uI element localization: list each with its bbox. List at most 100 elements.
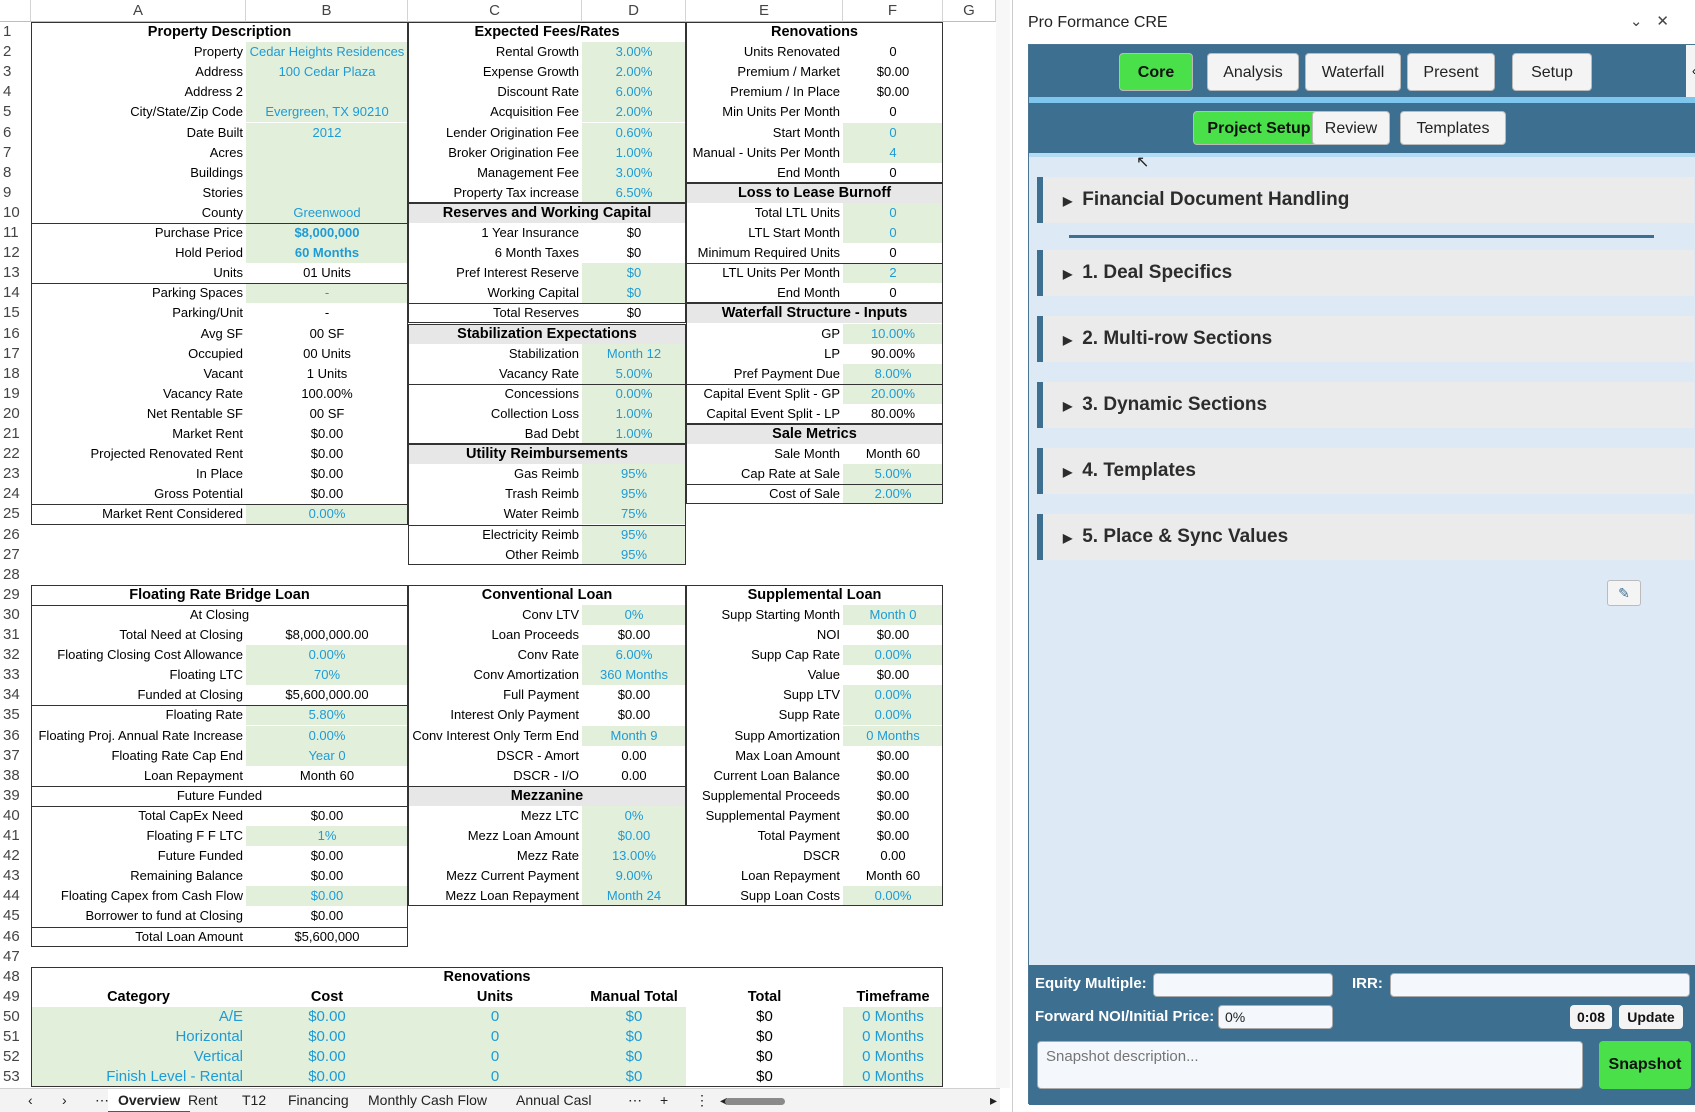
property-value[interactable]: Greenwood — [246, 202, 408, 223]
conventional-value[interactable]: 6.00% — [582, 645, 686, 666]
reno-table-title[interactable]: Renovations — [31, 966, 943, 987]
stabilization-label[interactable]: Collection Loss — [490, 405, 579, 421]
bridge-title[interactable]: Floating Rate Bridge Loan — [31, 584, 408, 605]
row-header[interactable]: 25 — [0, 504, 30, 525]
property-value[interactable] — [246, 162, 408, 183]
reno-table-cell[interactable]: $0 — [756, 1068, 773, 1086]
row-header[interactable]: 23 — [0, 464, 30, 485]
property-value[interactable]: 00 SF — [309, 405, 345, 421]
section-header[interactable]: ▶ 4. Templates — [1037, 448, 1694, 494]
supplemental-value[interactable]: 0.00% — [843, 685, 943, 706]
renovations-label[interactable]: End Month — [777, 164, 840, 180]
supplemental-value[interactable]: 0.00% — [843, 645, 943, 666]
renovations-label[interactable]: Min Units Per Month — [722, 104, 840, 120]
property-label[interactable]: Occupied — [188, 345, 243, 361]
reno-table-cell[interactable]: $0 — [582, 1067, 686, 1088]
property-label[interactable]: Projected Renovated Rent — [90, 446, 243, 462]
utility-title[interactable]: Utility Reimbursements — [408, 444, 686, 465]
utility-value[interactable]: 95% — [582, 464, 686, 485]
supplemental-value[interactable]: $0.00 — [876, 787, 910, 803]
conventional-label[interactable]: Loan Proceeds — [491, 627, 579, 642]
row-header[interactable]: 3 — [0, 62, 30, 83]
row-header[interactable]: 16 — [0, 323, 30, 344]
row-header[interactable]: 45 — [0, 906, 30, 927]
bridge-value[interactable]: $0.00 — [246, 886, 408, 907]
column-header-c[interactable]: C — [408, 0, 582, 22]
ltl-label[interactable]: Total LTL Units — [754, 204, 840, 220]
reno-table-cell[interactable]: $0.00 — [246, 1027, 408, 1047]
bridge-value[interactable]: $0.00 — [310, 868, 344, 884]
bridge-value[interactable]: 0.00% — [246, 725, 408, 746]
bridge-label[interactable]: Floating Rate Cap End — [111, 747, 243, 763]
supplemental-value[interactable]: $0.00 — [876, 667, 910, 683]
conventional-value[interactable]: 360 Months — [582, 665, 686, 686]
reno-table-cell[interactable]: $0.00 — [246, 1006, 408, 1027]
stabilization-value[interactable]: 1.00% — [582, 424, 686, 444]
property-label[interactable]: Market Rent — [172, 426, 243, 441]
sheet-tab-monthly-cash-flow[interactable]: Monthly Cash Flow — [368, 1092, 488, 1108]
reno-table-cell[interactable]: 0 — [408, 1027, 582, 1047]
renovations-value[interactable]: 0 — [843, 122, 943, 143]
stabilization-label[interactable]: Stabilization — [508, 345, 579, 361]
reno-table-cell[interactable]: $0 — [756, 1028, 773, 1045]
sale-title[interactable]: Sale Metrics — [686, 424, 943, 444]
row-header[interactable]: 17 — [0, 343, 30, 364]
supplemental-label[interactable]: Current Loan Balance — [713, 767, 840, 783]
row-header[interactable]: 33 — [0, 665, 30, 686]
bridge-value[interactable]: 70% — [246, 665, 408, 686]
subnav-tab-project-setup[interactable]: Project Setup — [1193, 111, 1325, 145]
reno-table-cell[interactable]: Vertical — [31, 1047, 246, 1068]
row-header[interactable]: 48 — [0, 966, 30, 987]
row-header[interactable]: 52 — [0, 1047, 30, 1068]
renovations-label[interactable]: Start Month — [772, 124, 840, 140]
hscroll-right-icon[interactable]: ▸ — [990, 1092, 998, 1108]
bridge-label[interactable]: Borrower to fund at Closing — [85, 908, 243, 924]
row-header[interactable]: 47 — [0, 946, 30, 967]
supplemental-value[interactable]: Month 0 — [843, 604, 943, 625]
tab-overflow-icon[interactable]: ⋯ — [628, 1092, 642, 1108]
reserves-label[interactable]: Working Capital — [487, 285, 579, 301]
fees-value[interactable]: 6.00% — [582, 82, 686, 103]
fees-value[interactable]: 3.00% — [582, 162, 686, 183]
subnav-tab-review[interactable]: Review — [1312, 111, 1390, 145]
row-header[interactable]: 21 — [0, 424, 30, 444]
select-all-corner[interactable] — [0, 0, 31, 22]
row-header[interactable]: 31 — [0, 625, 30, 645]
sale-value[interactable]: 2.00% — [843, 484, 943, 505]
bridge-label[interactable]: Remaining Balance — [130, 868, 243, 884]
bridge-value[interactable]: 5.80% — [246, 705, 408, 726]
reserves-value[interactable]: $0 — [626, 225, 642, 240]
bridge-sub1[interactable]: At Closing — [189, 606, 250, 622]
nav-tab-present[interactable]: Present — [1407, 53, 1495, 91]
reno-table-cell[interactable]: 0 Months — [843, 1006, 943, 1027]
fees-value[interactable]: 0.60% — [582, 122, 686, 143]
reno-table-cell[interactable]: 0 Months — [843, 1027, 943, 1047]
bridge-label[interactable]: Floating F F LTC — [146, 828, 243, 843]
property-value[interactable]: 00 Units — [303, 345, 351, 361]
reno-table-cell[interactable]: $0 — [582, 1027, 686, 1047]
stabilization-label[interactable]: Vacancy Rate — [499, 365, 579, 381]
supplemental-value[interactable]: $0.00 — [876, 767, 910, 783]
mezz-value[interactable]: 9.00% — [582, 866, 686, 887]
row-header[interactable]: 9 — [0, 182, 30, 203]
sheet-tab-rent[interactable]: Rent — [188, 1092, 218, 1108]
row-header[interactable]: 24 — [0, 484, 30, 505]
utility-label[interactable]: Electricity Reimb — [482, 526, 579, 542]
bridge-value[interactable]: $0.00 — [310, 848, 344, 864]
property-value[interactable]: Cedar Heights Residences — [246, 42, 408, 63]
fees-label[interactable]: Management Fee — [477, 164, 579, 180]
snapshot-button[interactable]: Snapshot — [1599, 1041, 1691, 1089]
row-header[interactable]: 50 — [0, 1006, 30, 1027]
property-label[interactable]: Hold Period — [175, 245, 243, 261]
conventional-value[interactable]: $0.00 — [617, 707, 651, 723]
property-value[interactable]: $0.00 — [310, 446, 344, 462]
fees-value[interactable]: 2.00% — [582, 102, 686, 123]
reno-table-cell[interactable]: A/E — [31, 1006, 246, 1027]
row-header[interactable]: 12 — [0, 243, 30, 264]
reno-table-cell[interactable]: $0.00 — [246, 1047, 408, 1068]
property-label[interactable]: Vacant — [203, 365, 243, 381]
bridge-label[interactable]: Floating Rate — [165, 707, 243, 723]
ltl-value[interactable]: 0 — [889, 285, 897, 301]
supplemental-value[interactable]: $0.00 — [876, 807, 910, 823]
mezz-value[interactable]: Month 24 — [582, 886, 686, 907]
